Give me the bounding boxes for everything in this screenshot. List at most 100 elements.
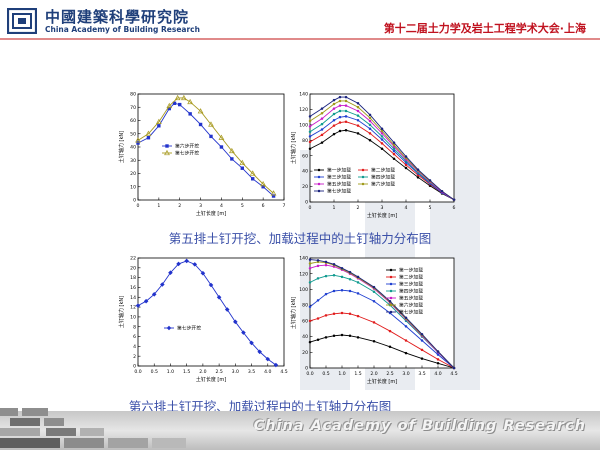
x-tick-label: 3 <box>381 205 384 211</box>
data-point <box>316 264 320 268</box>
legend-label: 第六步开挖 <box>175 143 199 150</box>
data-point <box>157 124 161 128</box>
caption-row6: 第六排土钉开挖、加载过程中的土钉轴力分布图 <box>128 399 392 414</box>
data-point <box>332 132 336 136</box>
data-point <box>174 94 181 101</box>
legend-marker <box>164 149 170 156</box>
x-tick-label: 4.5 <box>450 371 457 377</box>
data-point <box>404 163 408 167</box>
x-axis-label: 土钉长度 [m] <box>367 212 397 218</box>
data-point <box>338 95 342 99</box>
y-tick-label: 16 <box>130 285 136 291</box>
y-tick-label: 20 <box>302 184 308 190</box>
data-point <box>308 115 312 118</box>
data-point <box>340 311 344 315</box>
data-point <box>404 339 408 342</box>
data-point <box>338 121 342 124</box>
data-point <box>356 124 360 127</box>
legend-marker <box>361 182 365 186</box>
x-tick-label: 4.5 <box>280 369 287 375</box>
data-point <box>208 282 214 288</box>
data-point <box>308 147 312 151</box>
data-point <box>270 190 277 196</box>
data-point <box>420 348 424 352</box>
legend-marker <box>317 189 321 193</box>
y-tick-label: 20 <box>302 350 308 356</box>
data-point <box>380 138 384 141</box>
data-point <box>308 140 312 144</box>
data-point <box>388 329 392 333</box>
y-tick-label: 18 <box>130 275 136 281</box>
data-point <box>404 316 408 319</box>
data-point <box>332 289 336 293</box>
data-point <box>392 152 396 156</box>
y-tick-label: 30 <box>130 158 136 164</box>
y-axis-label: 土钉轴力 [kN] <box>290 132 297 164</box>
data-point <box>219 145 224 149</box>
y-tick-label: 100 <box>299 287 308 293</box>
data-point <box>332 263 336 266</box>
data-point <box>273 362 279 368</box>
data-point <box>388 299 392 303</box>
data-point <box>436 353 440 356</box>
data-point <box>316 277 320 280</box>
data-point <box>240 166 244 170</box>
legend-marker <box>389 282 393 286</box>
x-tick-label: 3.5 <box>248 369 255 375</box>
x-tick-label: 5 <box>429 205 432 211</box>
legend-label: 第七步加载 <box>399 309 423 316</box>
data-point <box>372 290 376 294</box>
y-tick-label: 60 <box>130 118 136 124</box>
legend-label: 第六步加载 <box>399 302 423 309</box>
data-point <box>249 170 256 176</box>
data-point <box>420 332 424 336</box>
data-point <box>332 98 336 102</box>
data-point <box>416 176 420 179</box>
y-tick-label: 60 <box>302 153 308 159</box>
data-point <box>340 266 344 270</box>
data-point <box>136 141 140 145</box>
data-point <box>356 292 360 295</box>
data-point <box>209 134 213 139</box>
legend-marker <box>361 175 365 179</box>
data-point <box>146 136 151 140</box>
y-tick-label: 100 <box>299 122 308 128</box>
plot-frame <box>309 257 455 369</box>
data-point <box>135 303 141 308</box>
y-axis-label: 土钉轴力 [kN] <box>118 131 125 163</box>
data-point <box>308 305 312 308</box>
y-tick-label: 40 <box>302 169 308 175</box>
data-point <box>356 118 360 122</box>
x-tick-label: 3.0 <box>402 371 409 377</box>
data-point <box>368 116 372 120</box>
data-point <box>308 340 312 344</box>
y-tick-label: 70 <box>130 105 136 111</box>
data-point <box>368 132 372 135</box>
data-point <box>392 157 396 161</box>
data-point <box>372 285 376 289</box>
y-tick-label: 10 <box>130 184 136 190</box>
legend-label: 第一步加载 <box>399 267 423 274</box>
data-point <box>320 122 324 126</box>
plot-frame <box>137 93 285 201</box>
data-point <box>251 177 255 181</box>
data-point <box>308 258 312 261</box>
y-tick-label: 0 <box>133 364 136 370</box>
legend-marker <box>166 325 172 331</box>
data-point <box>380 142 384 145</box>
y-tick-label: 4 <box>133 344 136 350</box>
legend-label: 第七步开挖 <box>175 150 199 157</box>
x-tick-label: 2.5 <box>215 369 222 375</box>
x-tick-label: 0.5 <box>322 371 329 377</box>
data-point <box>320 107 324 110</box>
x-tick-label: 4.0 <box>264 369 271 375</box>
data-point <box>356 132 360 135</box>
x-tick-label: 1.0 <box>338 371 345 377</box>
data-point <box>372 321 376 324</box>
data-point <box>356 109 360 113</box>
data-point <box>198 122 203 127</box>
data-point <box>452 366 456 370</box>
data-point <box>332 107 336 110</box>
data-point <box>308 266 312 270</box>
